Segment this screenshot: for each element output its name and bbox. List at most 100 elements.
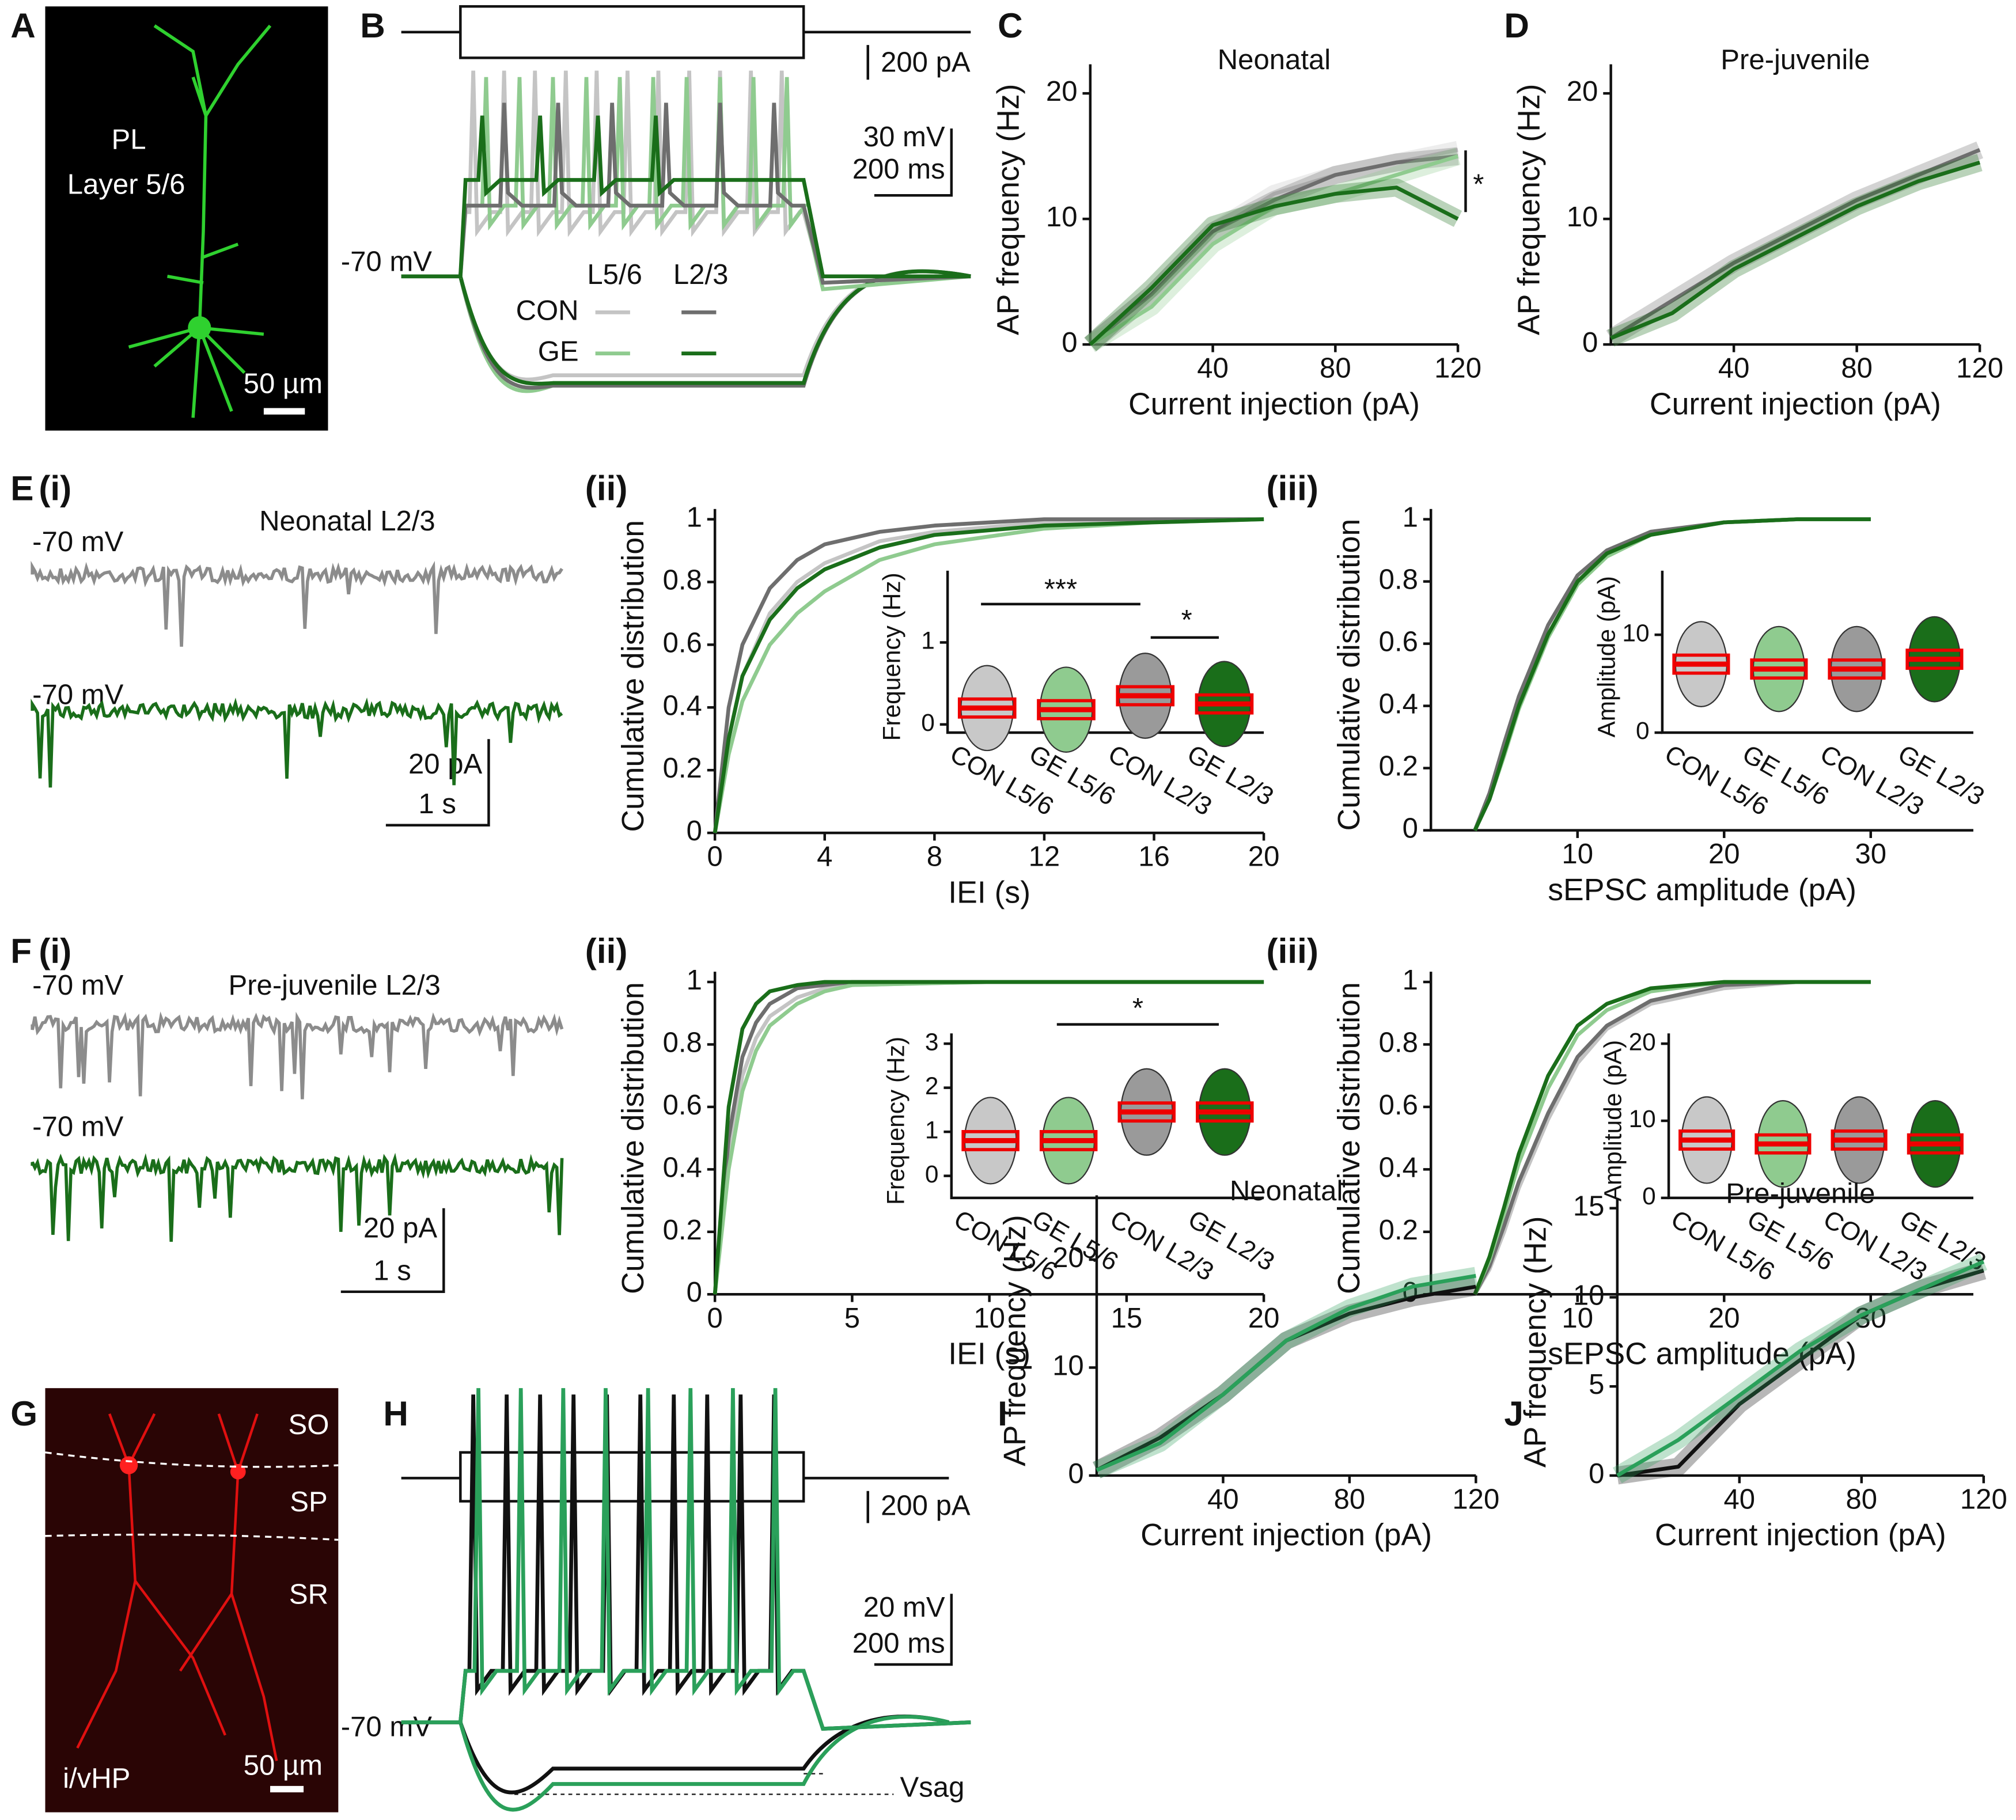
- y-tick-label: 0.4: [663, 690, 702, 721]
- x-tick-label: 120: [1960, 1484, 2007, 1515]
- trace: [31, 1152, 564, 1242]
- trace-title: Neonatal L2/3: [259, 506, 435, 537]
- panel-label: (ii): [585, 468, 628, 507]
- y-tick-label: 1: [1403, 502, 1418, 533]
- vm-label: -70 mV: [341, 1712, 432, 1743]
- y-tick-label: 0: [1068, 1458, 1083, 1489]
- x-tick-label: 0: [707, 1303, 723, 1334]
- y-tick-label: 10: [1567, 202, 1598, 233]
- neuron: [76, 1413, 278, 1761]
- scale-label: 1 s: [418, 788, 456, 820]
- y-tick-label: 0.8: [663, 564, 702, 596]
- y-tick-label: 15: [1573, 1191, 1605, 1222]
- x-tick-label: 15: [1111, 1303, 1143, 1334]
- series-line: [1609, 148, 1981, 340]
- vm-label: -70 mV: [32, 680, 123, 711]
- scale-label: 200 pA: [881, 47, 971, 78]
- x-tick-label: 40: [1724, 1484, 1756, 1515]
- y-tick-label: 0: [687, 1277, 702, 1308]
- trace: [401, 1394, 971, 1731]
- series-line: [1616, 1260, 1985, 1477]
- y-axis-label: Amplitude (pA): [1600, 1040, 1627, 1201]
- vm-label: -70 mV: [32, 1111, 123, 1142]
- y-tick-label: 0: [1403, 813, 1418, 844]
- y-tick-label: 0: [1403, 1277, 1418, 1308]
- series-line: [713, 517, 1264, 833]
- series-line: [1089, 185, 1459, 346]
- x-tick-label: 5: [844, 1303, 860, 1334]
- y-tick-label: 1: [687, 965, 702, 996]
- x-tick-label: 40: [1207, 1484, 1239, 1515]
- y-tick-label: 0: [1636, 717, 1650, 744]
- x-tick-label: 80: [1334, 1484, 1366, 1515]
- series-line: [713, 517, 1264, 833]
- scale-label: 200 pA: [881, 1491, 971, 1522]
- x-tick-label: 16: [1138, 841, 1170, 873]
- chart-title: Neonatal: [1218, 44, 1331, 75]
- y-tick-label: 5: [1589, 1369, 1604, 1400]
- significance-label: *: [1181, 605, 1192, 636]
- x-tick-label: 80: [1841, 353, 1873, 384]
- y-tick-label: 0.8: [663, 1027, 702, 1058]
- series-line: [1096, 1273, 1476, 1472]
- y-tick-label: 20: [1629, 1028, 1656, 1055]
- y-tick-label: 0.6: [1379, 1090, 1418, 1121]
- y-axis-label: AP frequency (Hz): [1512, 84, 1546, 335]
- x-axis-label: IEI (s): [948, 1337, 1030, 1371]
- x-tick-label: 4: [817, 841, 832, 873]
- y-tick-label: 0.6: [1379, 627, 1418, 658]
- trace-title: Pre-juvenile L2/3: [228, 970, 440, 1001]
- region-label: i/vHP: [63, 1763, 130, 1794]
- panel-label: (i): [39, 931, 71, 970]
- series-line: [1089, 154, 1458, 346]
- x-tick-label: 40: [1718, 353, 1750, 384]
- layer-boundary: [45, 1451, 339, 1541]
- y-tick-label: 20: [1567, 76, 1598, 107]
- significance-label: ***: [1044, 574, 1077, 605]
- x-tick-label: 30: [1855, 839, 1886, 870]
- x-tick-label: 120: [1452, 1484, 1499, 1515]
- scale-label: 30 mV: [863, 122, 945, 153]
- y-tick-label: 0: [925, 1161, 939, 1188]
- vm-label: -70 mV: [32, 526, 123, 558]
- y-tick-label: 1: [921, 627, 935, 654]
- scale-label: 200 ms: [852, 1628, 945, 1659]
- y-tick-label: 0.6: [663, 1090, 702, 1121]
- y-tick-label: 0.2: [1379, 1215, 1418, 1246]
- series-line: [1473, 517, 1871, 832]
- x-tick-label: 80: [1320, 353, 1351, 384]
- panel-label: (iii): [1267, 931, 1318, 970]
- y-tick-label: 0: [921, 709, 935, 736]
- x-tick-label: 20: [1248, 841, 1280, 873]
- y-tick-label: 0.4: [1379, 1152, 1418, 1183]
- x-tick-label: 120: [1956, 353, 2003, 384]
- x-tick-label: 0: [707, 841, 723, 873]
- x-axis-label: IEI (s): [948, 875, 1030, 909]
- y-tick-label: 0.4: [663, 1152, 702, 1183]
- soma: [188, 316, 211, 340]
- vsag-label: Vsag: [900, 1772, 965, 1803]
- y-axis-label: Cumulative distribution: [1332, 519, 1366, 831]
- panel-label: B: [360, 6, 385, 45]
- chart-title: Neonatal: [1230, 1176, 1343, 1207]
- y-tick-label: 0: [1582, 327, 1598, 358]
- trace: [401, 103, 971, 285]
- legend-swatch: [595, 310, 717, 356]
- y-tick-label: 0: [1589, 1458, 1604, 1489]
- panel-label: H: [383, 1394, 408, 1433]
- y-tick-label: 0.2: [1379, 751, 1418, 782]
- y-axis-label: AP frequency (Hz): [1519, 1216, 1553, 1468]
- panel-label: J: [1504, 1394, 1524, 1433]
- stimulus: [340, 5, 971, 1666]
- y-tick-label: 1: [925, 1116, 939, 1143]
- panel-label: F: [10, 931, 32, 970]
- y-tick-label: 0: [1642, 1182, 1656, 1209]
- trace: [31, 697, 563, 788]
- x-tick-label: 20: [1708, 1303, 1740, 1334]
- soma: [230, 1463, 246, 1480]
- y-tick-label: 20: [1052, 1242, 1084, 1273]
- panel-label: D: [1504, 6, 1529, 45]
- layer-label: SR: [289, 1579, 328, 1610]
- scale-label: 50 µm: [244, 368, 323, 399]
